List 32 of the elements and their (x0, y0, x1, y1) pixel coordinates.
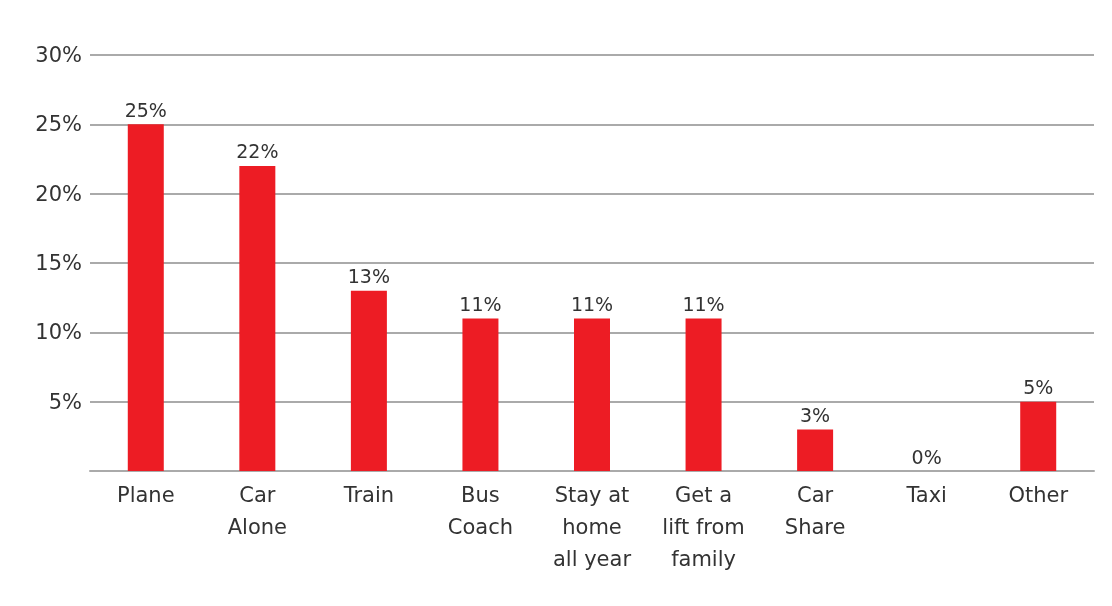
y-tick-label: 20% (35, 181, 82, 206)
y-tick-label: 10% (35, 320, 82, 345)
data-label: 25% (124, 98, 167, 121)
data-label: 11% (570, 292, 614, 315)
bar (1020, 401, 1057, 471)
data-label: 11% (459, 292, 502, 315)
bar (127, 124, 164, 471)
data-label: 3% (800, 403, 831, 426)
bar (574, 318, 610, 471)
x-tick-label: Get a lift from family (662, 483, 745, 571)
x-tick-label: Car Share (784, 483, 846, 539)
x-tick-label: Bus Coach (447, 483, 514, 539)
data-label: 22% (236, 140, 279, 163)
bar (239, 165, 276, 471)
y-tick-label: 25% (35, 112, 82, 137)
x-tick-label: Train (342, 483, 395, 507)
data-label: 13% (347, 265, 391, 288)
bar (462, 318, 499, 471)
bar (350, 290, 387, 471)
x-tick-label: Other (1008, 483, 1069, 507)
x-tick-label: Stay at home all year (552, 483, 632, 571)
bar (797, 429, 834, 471)
x-tick-label: Car Alone (227, 483, 287, 539)
data-label: 0% (911, 445, 942, 468)
y-tick-label: 5% (48, 389, 82, 414)
x-tick-label: Plane (116, 483, 175, 507)
data-label: 11% (682, 292, 725, 315)
y-tick-label: 15% (35, 251, 82, 275)
data-label: 5% (1023, 376, 1054, 399)
x-tick-label: Taxi (905, 483, 947, 507)
bar (685, 318, 722, 471)
y-tick-label: 30% (35, 43, 82, 67)
